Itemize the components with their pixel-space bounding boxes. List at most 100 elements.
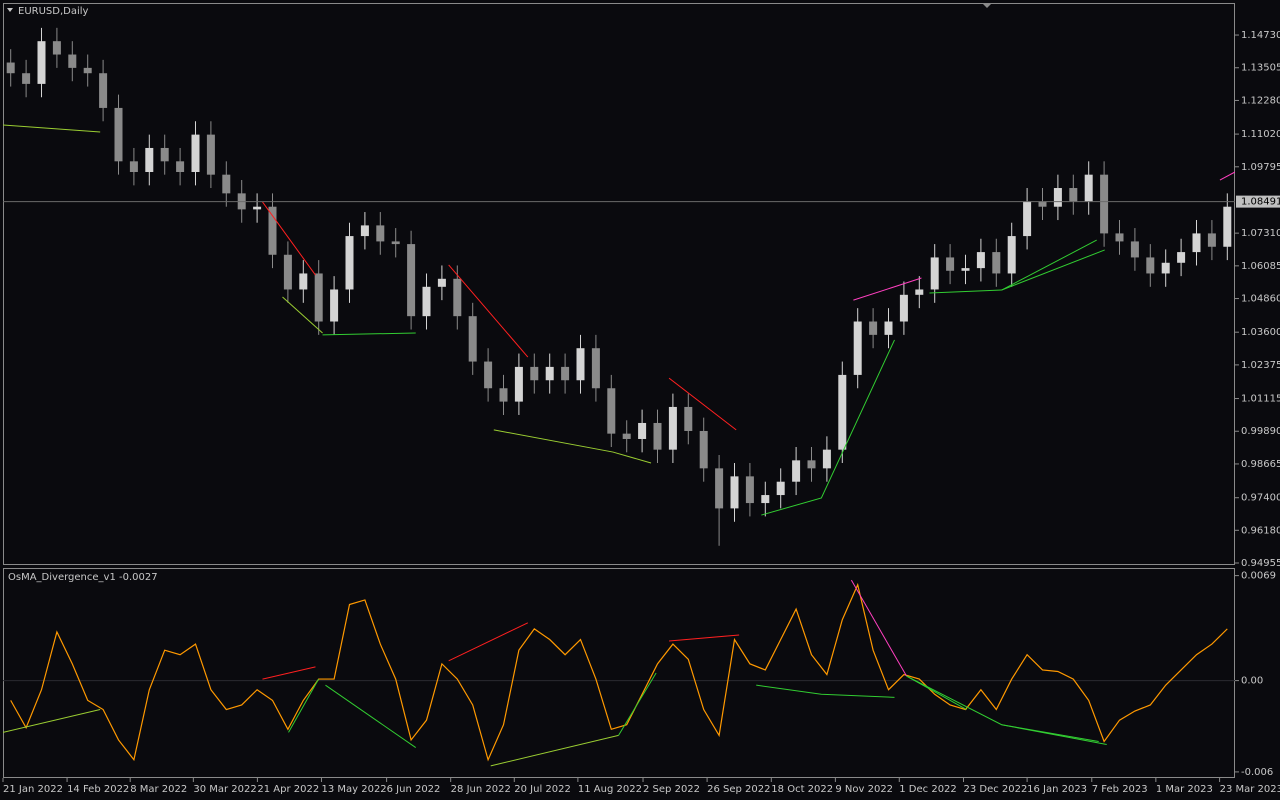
candle-body	[622, 433, 631, 439]
y-tick-label: 0.96180	[1241, 525, 1280, 536]
y-tick-label: 0.0069	[1241, 571, 1276, 582]
y-tick-label: 0.94955	[1241, 558, 1280, 569]
divergence-line	[282, 296, 323, 334]
candle-body	[253, 206, 262, 210]
candle-body	[422, 286, 431, 317]
candle-body	[561, 366, 570, 381]
candle-body	[976, 252, 985, 269]
y-tick-label: 1.12280	[1241, 95, 1280, 106]
divergence-line	[1001, 249, 1105, 291]
divergence-line	[618, 672, 657, 736]
divergence-line	[262, 201, 316, 276]
candle-body	[1146, 257, 1155, 274]
candle-body	[453, 278, 462, 317]
y-tick-label: 0.98665	[1241, 459, 1280, 470]
candle-body	[884, 321, 893, 335]
x-tick-label: 14 Feb 2022	[67, 784, 129, 795]
candle-body	[360, 225, 369, 237]
candle-body	[961, 268, 970, 271]
x-tick-label: 23 Mar 2023	[1220, 784, 1280, 795]
current-price-box	[1236, 195, 1280, 208]
candle-body	[499, 388, 508, 402]
candle-body	[1100, 174, 1109, 234]
candle-body	[684, 406, 693, 431]
candle-body	[191, 134, 200, 173]
symbol-label: EURUSD,Daily	[18, 6, 89, 17]
y-tick-label: 1.01115	[1241, 394, 1280, 405]
candle-body	[730, 476, 739, 509]
candle-body	[1130, 241, 1139, 258]
candle-body	[992, 252, 1001, 274]
divergence-line	[853, 277, 922, 301]
candle-body	[545, 366, 554, 381]
main-frame	[3, 3, 1235, 565]
candle-body	[869, 321, 878, 335]
y-tick-label: 1.06085	[1241, 261, 1280, 272]
y-tick-label: -0.006	[1241, 767, 1273, 778]
x-tick-label: 11 Aug 2022	[578, 784, 642, 795]
candle-body	[1007, 236, 1016, 274]
candle-body	[530, 366, 539, 381]
x-tick-label: 9 Nov 2022	[835, 784, 893, 795]
x-tick-label: 21 Apr 2022	[257, 784, 319, 795]
divergence-line	[448, 264, 529, 358]
candle-body	[638, 422, 647, 439]
y-tick-label: 1.07310	[1241, 228, 1280, 239]
candle-body	[52, 41, 61, 55]
candle-body	[699, 430, 708, 469]
candle-body	[484, 361, 493, 389]
indicator-label: OsMA_Divergence_v1 -0.0027	[8, 572, 158, 583]
x-tick-label: 26 Sep 2022	[707, 784, 770, 795]
candle-body	[1115, 233, 1124, 242]
candle-body	[1023, 201, 1032, 237]
candle-body	[930, 257, 939, 290]
divergence-line	[756, 684, 895, 698]
divergence-line	[288, 678, 319, 733]
candle-body	[83, 67, 92, 74]
candle-body	[206, 134, 215, 175]
menu-arrow[interactable]	[7, 8, 13, 12]
candle-body	[314, 273, 323, 322]
candle-body	[576, 348, 585, 381]
candle-body	[591, 348, 600, 389]
candle-body	[176, 161, 185, 173]
candle-body	[899, 294, 908, 322]
candle-body	[1192, 233, 1201, 253]
candle-body	[1084, 174, 1093, 202]
candle-body	[6, 62, 15, 74]
x-tick-label: 7 Feb 2023	[1092, 784, 1148, 795]
candle-body	[22, 73, 31, 84]
x-tick-label: 23 Dec 2022	[963, 784, 1027, 795]
x-tick-label: 1 Dec 2022	[899, 784, 957, 795]
y-tick-label: 1.11020	[1241, 129, 1280, 140]
divergence-line	[3, 709, 101, 733]
candle-body	[1038, 201, 1047, 207]
x-tick-label: 28 Jun 2022	[451, 784, 511, 795]
y-tick-label: 1.13505	[1241, 63, 1280, 74]
candle-body	[607, 388, 616, 434]
pane	[3, 27, 1235, 546]
candle-body	[1177, 252, 1186, 263]
candle-body	[1207, 233, 1216, 247]
x-tick-label: 8 Mar 2022	[130, 784, 187, 795]
candle-body	[807, 460, 816, 469]
x-tick-label: 21 Jan 2022	[3, 784, 63, 795]
y-tick-label: 0.99890	[1241, 426, 1280, 437]
candle-body	[330, 289, 339, 322]
x-tick-label: 16 Jan 2023	[1027, 784, 1087, 795]
candle-body	[160, 147, 169, 162]
y-tick-label: 1.14730	[1241, 30, 1280, 41]
candle-body	[1069, 188, 1078, 202]
candle-body	[776, 481, 785, 496]
divergence-line	[490, 734, 619, 767]
y-tick-label: 1.02375	[1241, 360, 1280, 371]
candle-body	[437, 278, 446, 287]
candle-body	[407, 244, 416, 317]
candle-body	[514, 366, 523, 402]
divergence-line	[493, 429, 652, 464]
divergence-line	[1219, 171, 1235, 181]
current-price-label: 1.08491	[1241, 197, 1280, 208]
candle-body	[391, 241, 400, 245]
candle-body	[838, 374, 847, 450]
